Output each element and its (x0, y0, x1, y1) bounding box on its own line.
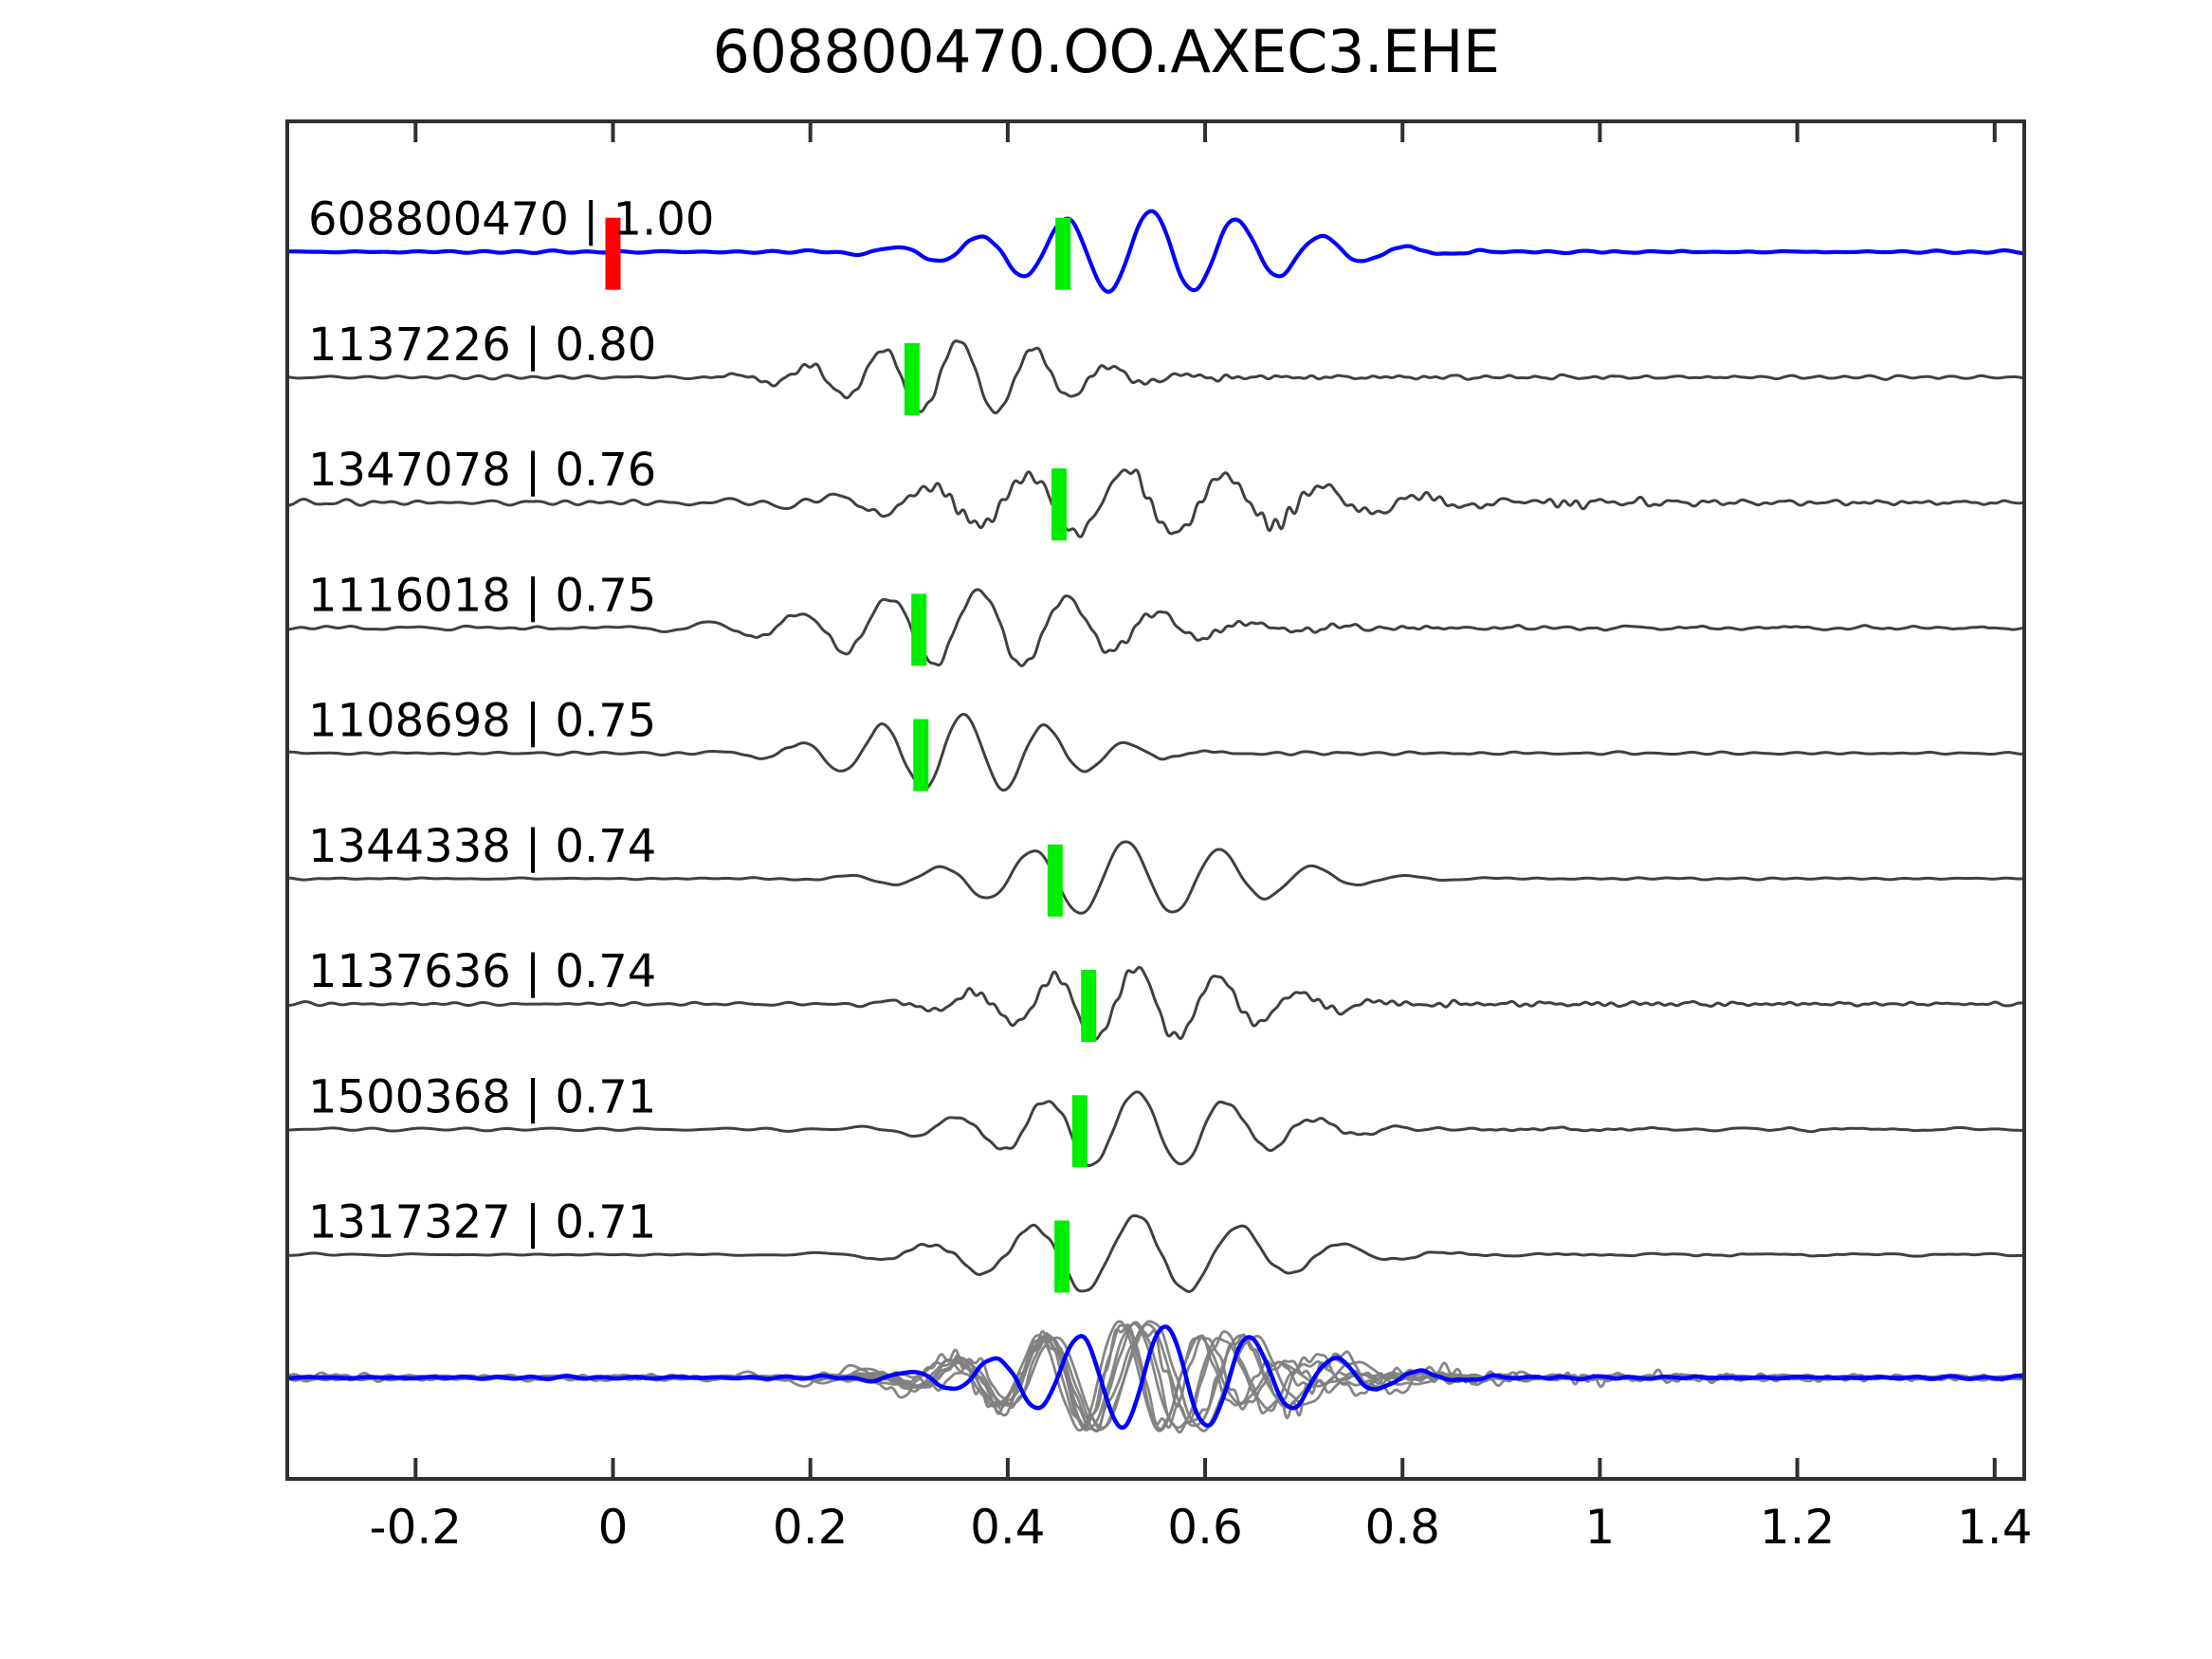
waveform-trace (285, 588, 2026, 667)
waveform-trace (285, 840, 2026, 915)
x-axis-ticks: -0.2 0 0.2 0.4 0.6 0.8 1 1.2 1.4 (370, 121, 2033, 1555)
trace-group-1137636: 1137636 | 0.74 (285, 945, 2026, 1043)
trace-label: 1347078 | 0.76 (308, 444, 656, 497)
waveform-trace (285, 965, 2026, 1041)
trace-label: 1344338 | 0.74 (308, 820, 656, 873)
waveform-trace (284, 209, 2027, 294)
trace-group-1347078: 1347078 | 0.76 (285, 444, 2026, 541)
trace-group-1116018: 1116018 | 0.75 (285, 569, 2026, 667)
x-axis-tick-label: -0.2 (370, 1500, 463, 1555)
axes-frame (285, 119, 2026, 1481)
phase-pick-marker (1054, 1220, 1070, 1293)
trace-label: 1108698 | 0.75 (308, 695, 656, 748)
waveform-trace (285, 712, 2026, 792)
waveform-trace (285, 1090, 2026, 1168)
waveform-trace (285, 468, 2026, 538)
trace-group-1344338: 1344338 | 0.74 (285, 820, 2026, 917)
stack-reference-trace (286, 1324, 2025, 1431)
trace-label: 1116018 | 0.75 (308, 569, 656, 622)
phase-pick-marker (904, 342, 920, 415)
trace-label: 1317327 | 0.71 (308, 1195, 656, 1249)
phase-pick-marker (913, 719, 929, 792)
x-axis-tick-label: 0.6 (1167, 1500, 1243, 1555)
x-axis-tick-label: 0.4 (970, 1500, 1046, 1555)
waveform-trace (285, 1213, 2026, 1293)
trace-group-608800470: 608800470 | 1.00 (284, 193, 2027, 294)
origin-time-marker (605, 217, 621, 290)
x-axis-tick-label: 0.2 (773, 1500, 849, 1555)
page-title: 608800470.OO.AXEC3.EHE (712, 17, 1501, 86)
trace-group-1137226: 1137226 | 0.80 (285, 319, 2026, 415)
x-axis-tick-label: 1.4 (1957, 1500, 2033, 1555)
stack-overlay-panel (286, 1320, 2025, 1434)
trace-label: 1500368 | 0.71 (308, 1070, 656, 1123)
phase-pick-marker (911, 593, 927, 666)
waveform-trace (285, 339, 2026, 415)
trace-group-1317327: 1317327 | 0.71 (285, 1195, 2026, 1293)
trace-group-1108698: 1108698 | 0.75 (285, 695, 2026, 792)
trace-label: 1137636 | 0.74 (308, 945, 656, 998)
x-axis-tick-label: 1 (1585, 1500, 1616, 1555)
phase-pick-marker (1051, 468, 1067, 541)
x-axis-tick-label: 0 (598, 1500, 629, 1555)
axes-background (287, 121, 2024, 1479)
x-axis-tick-label: 0.8 (1364, 1500, 1440, 1555)
phase-pick-marker (1047, 844, 1063, 917)
trace-group-1500368: 1500368 | 0.71 (285, 1070, 2026, 1168)
phase-pick-marker (1081, 970, 1097, 1043)
trace-label: 1137226 | 0.80 (308, 319, 656, 372)
phase-pick-marker (1055, 217, 1071, 290)
trace-label: 608800470 | 1.00 (308, 193, 714, 246)
phase-pick-marker (1071, 1095, 1088, 1168)
x-axis-tick-label: 1.2 (1760, 1500, 1836, 1555)
